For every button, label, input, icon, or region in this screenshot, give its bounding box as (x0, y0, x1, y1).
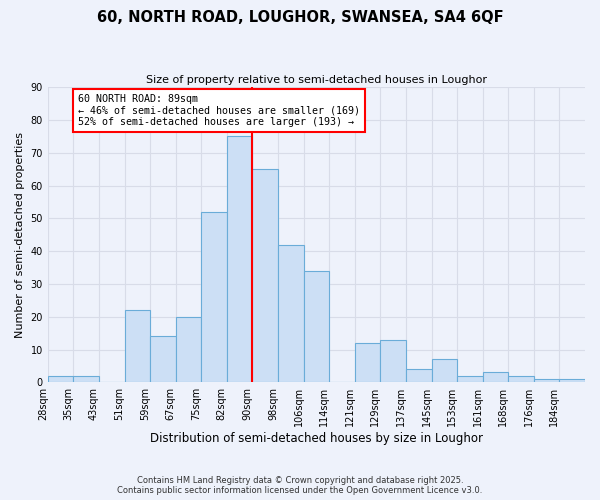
Bar (150, 336, 176, 382)
X-axis label: Distribution of semi-detached houses by size in Loughor: Distribution of semi-detached houses by … (150, 432, 483, 445)
Bar (457, 376, 482, 382)
Text: 60, NORTH ROAD, LOUGHOR, SWANSEA, SA4 6QF: 60, NORTH ROAD, LOUGHOR, SWANSEA, SA4 6Q… (97, 10, 503, 25)
Bar (176, 316, 201, 382)
Text: Contains HM Land Registry data © Crown copyright and database right 2025.
Contai: Contains HM Land Registry data © Crown c… (118, 476, 482, 495)
Bar (304, 271, 329, 382)
Bar (482, 372, 508, 382)
Bar (431, 360, 457, 382)
Title: Size of property relative to semi-detached houses in Loughor: Size of property relative to semi-detach… (146, 75, 487, 85)
Bar (406, 369, 431, 382)
Bar (508, 376, 534, 382)
Bar (125, 310, 150, 382)
Bar (227, 136, 253, 382)
Bar (253, 169, 278, 382)
Y-axis label: Number of semi-detached properties: Number of semi-detached properties (15, 132, 25, 338)
Bar (73, 376, 99, 382)
Bar (201, 212, 227, 382)
Text: 60 NORTH ROAD: 89sqm
← 46% of semi-detached houses are smaller (169)
52% of semi: 60 NORTH ROAD: 89sqm ← 46% of semi-detac… (79, 94, 361, 127)
Bar (355, 343, 380, 382)
Bar (534, 379, 559, 382)
Bar (559, 379, 585, 382)
Bar (48, 376, 73, 382)
Bar (380, 340, 406, 382)
Bar (278, 244, 304, 382)
